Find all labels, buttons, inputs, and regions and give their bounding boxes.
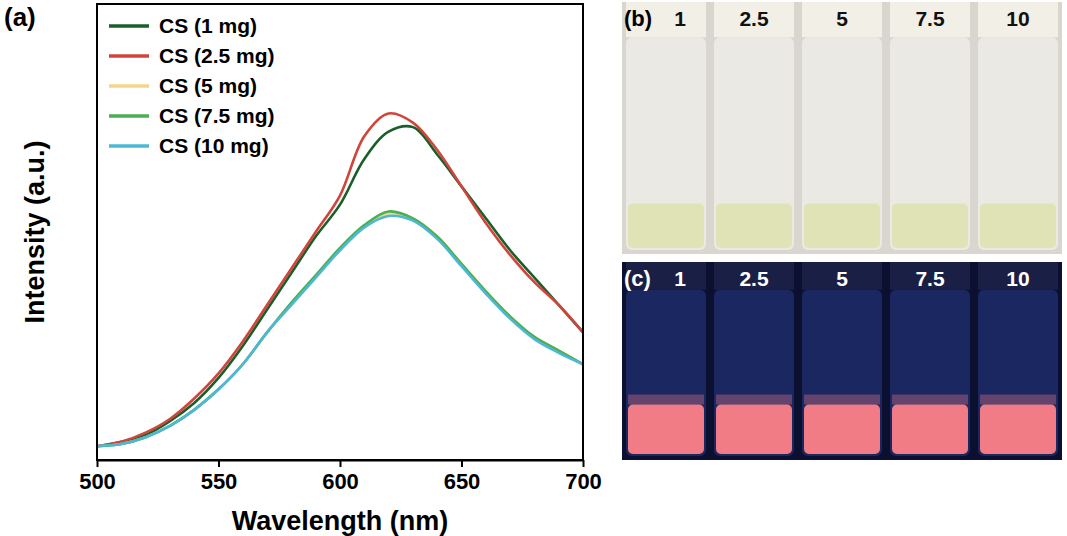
spectrum-line [97,211,583,446]
vial-cap [890,2,970,37]
plot-lines [97,113,583,446]
vial-caption: 7.5 [915,7,945,30]
legend-swatch [109,84,149,88]
vial-glass [802,37,882,250]
photo-background [622,262,1062,460]
x-tick-mark [461,460,463,467]
figure: (a) 500 550 600 650 700 Wavelength (nm) Intensi… [0,0,1067,536]
vial-liquid [804,405,880,454]
vial-liquid [628,405,704,454]
x-tick-label: 650 [444,469,481,494]
x-tick-mark [218,460,220,467]
photo-panel: 1 2.5 5 7.5 10 (b) [622,2,1062,254]
vial-cap [714,262,794,290]
vial-glow [980,395,1056,405]
vial-glass [714,290,794,456]
x-axis-title: Wavelength (nm) [232,506,449,536]
vial-glow [804,395,880,405]
vial-caption: 2.5 [739,7,769,30]
vial-glow [716,395,792,405]
x-tick-mark [97,460,99,467]
x-tick: 500 [79,460,116,494]
vial-glass [890,290,970,456]
x-tick-mark [583,460,585,467]
vial-caption: 1 [674,7,686,30]
legend-swatch [109,144,149,148]
spectrum-line [97,113,583,446]
vial-glow [628,395,704,405]
vial-caption: 2.5 [739,267,769,290]
vial-caption: 10 [1006,7,1029,30]
vial-liquid [980,405,1056,454]
legend-swatch [109,114,149,118]
vial-glass [978,290,1058,456]
legend: CS (1 mg) CS (2.5 mg) CS (5 mg) CS (7.5 mg)… [109,14,275,157]
vial-liquid [892,204,968,248]
vial-glass [802,290,882,456]
vial-glow [892,395,968,405]
vial-glass [626,290,706,456]
vial-liquid [716,405,792,454]
panel-label: (a) [4,2,36,32]
vial-liquid [892,405,968,454]
y-axis-title: Intensity (a.u.) [20,140,50,323]
x-tick-label: 550 [201,469,238,494]
legend-label: CS (2.5 mg) [159,44,275,67]
vial-cap [802,2,882,37]
x-tick: 550 [201,460,238,494]
x-tick: 600 [322,460,359,494]
vial-glass [978,37,1058,250]
vial-liquid [980,204,1056,248]
vial-glass [714,37,794,250]
legend-label: CS (10 mg) [159,134,269,157]
photo-background [622,2,1062,254]
vial-caption: 7.5 [915,267,945,290]
vial-liquid [716,204,792,248]
x-tick-label: 700 [565,469,602,494]
x-tick: 700 [565,460,602,494]
panel-label: (c) [624,266,651,291]
plot-frame [97,4,583,460]
vial-glass [890,37,970,250]
spectrum-line [97,216,583,447]
vial-caption: 1 [674,267,686,290]
vial-cap [978,2,1058,37]
x-tick-mark [340,460,342,467]
vial-caption: 5 [836,7,848,30]
panel-label: (b) [624,6,652,31]
vial-glass [626,37,706,250]
photo-panel: 1 2.5 5 7.5 10 (c) [622,262,1062,460]
spectrum-line [97,126,583,446]
vial-liquid [628,204,704,248]
vial-cap [714,2,794,37]
x-axis: 500 550 600 650 700 [79,460,602,494]
vial-cap [802,262,882,290]
vial-caption: 10 [1006,267,1029,290]
x-tick: 650 [444,460,481,494]
x-tick-label: 500 [79,469,116,494]
legend-swatch [109,54,149,58]
vial-cap [978,262,1058,290]
legend-label: CS (7.5 mg) [159,104,275,127]
legend-swatch [109,24,149,28]
legend-label: CS (1 mg) [159,14,257,37]
legend-label: CS (5 mg) [159,74,257,97]
vial-liquid [804,204,880,248]
vial-cap [890,262,970,290]
vial-caption: 5 [836,267,848,290]
x-tick-label: 600 [322,469,359,494]
